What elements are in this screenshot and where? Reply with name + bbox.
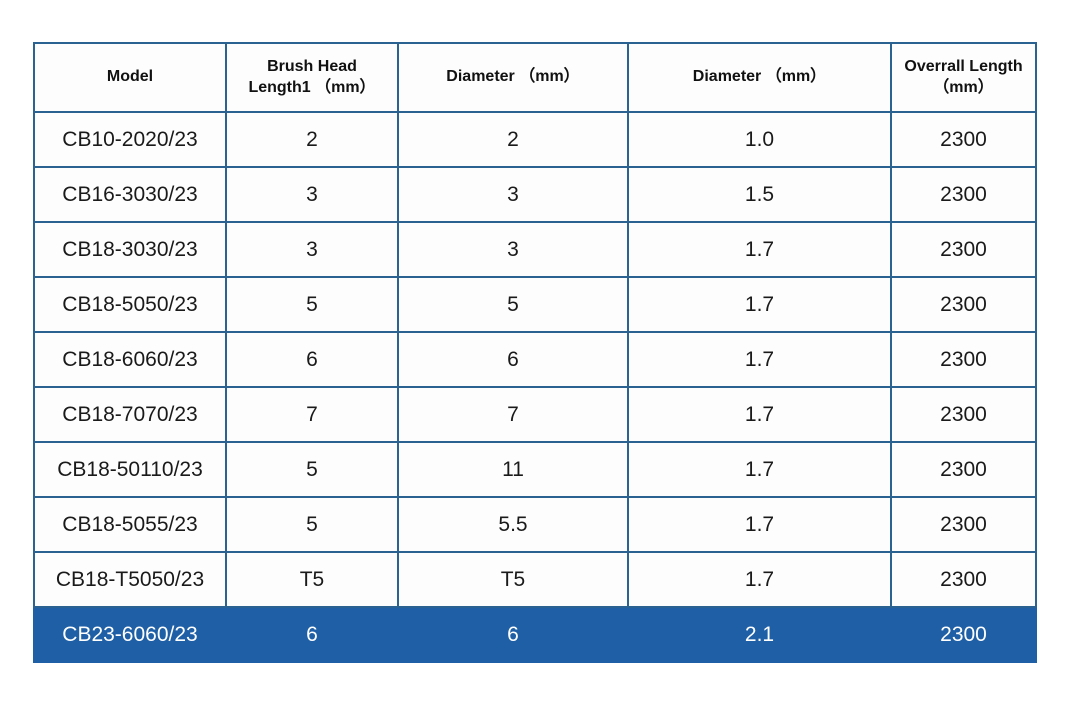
cell-diameter1: 2 xyxy=(397,111,629,168)
column-header-diameter-1: Diameter （mm） xyxy=(397,42,629,113)
table-row: CB18-5050/23 5 5 1.7 2300 xyxy=(33,276,1037,333)
table-row: CB18-7070/23 7 7 1.7 2300 xyxy=(33,386,1037,443)
table-row: CB16-3030/23 3 3 1.5 2300 xyxy=(33,166,1037,223)
cell-brush-head-length1: 5 xyxy=(225,441,399,498)
cell-diameter2: 1.0 xyxy=(627,111,892,168)
cell-diameter1: 3 xyxy=(397,221,629,278)
table-row: CB18-5055/23 5 5.5 1.7 2300 xyxy=(33,496,1037,553)
cell-model: CB16-3030/23 xyxy=(33,166,227,223)
spec-table-body: CB10-2020/23 2 2 1.0 2300 CB16-3030/23 3 3 1.5 23… xyxy=(33,111,1037,663)
cell-overall-length: 2300 xyxy=(890,386,1037,443)
cell-overall-length: 2300 xyxy=(890,221,1037,278)
cell-brush-head-length1: 6 xyxy=(225,606,399,663)
cell-diameter2: 2.1 xyxy=(627,606,892,663)
cell-diameter1: 3 xyxy=(397,166,629,223)
cell-model: CB23-6060/23 xyxy=(33,606,227,663)
table-row-highlighted: CB23-6060/23 6 6 2.1 2300 xyxy=(33,606,1037,663)
cell-diameter1: 5 xyxy=(397,276,629,333)
cell-diameter2: 1.7 xyxy=(627,386,892,443)
cell-diameter1: 6 xyxy=(397,331,629,388)
cell-diameter1: 5.5 xyxy=(397,496,629,553)
cell-diameter2: 1.7 xyxy=(627,441,892,498)
cell-model: CB18-6060/23 xyxy=(33,331,227,388)
cell-brush-head-length1: 7 xyxy=(225,386,399,443)
cell-diameter2: 1.7 xyxy=(627,276,892,333)
cell-brush-head-length1: 3 xyxy=(225,221,399,278)
cell-brush-head-length1: 6 xyxy=(225,331,399,388)
cell-diameter2: 1.7 xyxy=(627,221,892,278)
cell-diameter1: 11 xyxy=(397,441,629,498)
cell-model: CB18-5055/23 xyxy=(33,496,227,553)
cell-diameter1: T5 xyxy=(397,551,629,608)
cell-model: CB18-5050/23 xyxy=(33,276,227,333)
spec-table-header: Model Brush Head Length1 （mm） Diameter （… xyxy=(33,42,1037,113)
cell-model: CB18-T5050/23 xyxy=(33,551,227,608)
cell-model: CB18-3030/23 xyxy=(33,221,227,278)
cell-model: CB10-2020/23 xyxy=(33,111,227,168)
column-header-model: Model xyxy=(33,42,227,113)
cell-overall-length: 2300 xyxy=(890,441,1037,498)
cell-overall-length: 2300 xyxy=(890,111,1037,168)
cell-diameter1: 6 xyxy=(397,606,629,663)
cell-diameter2: 1.7 xyxy=(627,496,892,553)
table-row: CB18-50110/23 5 11 1.7 2300 xyxy=(33,441,1037,498)
spec-table: Model Brush Head Length1 （mm） Diameter （… xyxy=(33,42,1037,663)
cell-brush-head-length1: 2 xyxy=(225,111,399,168)
table-row: CB10-2020/23 2 2 1.0 2300 xyxy=(33,111,1037,168)
table-row: CB18-3030/23 3 3 1.7 2300 xyxy=(33,221,1037,278)
cell-brush-head-length1: 5 xyxy=(225,276,399,333)
table-row: CB18-6060/23 6 6 1.7 2300 xyxy=(33,331,1037,388)
cell-diameter2: 1.7 xyxy=(627,331,892,388)
table-row: CB18-T5050/23 T5 T5 1.7 2300 xyxy=(33,551,1037,608)
column-header-overall-length: Overrall Length （mm） xyxy=(890,42,1037,113)
cell-overall-length: 2300 xyxy=(890,551,1037,608)
cell-overall-length: 2300 xyxy=(890,166,1037,223)
cell-model: CB18-7070/23 xyxy=(33,386,227,443)
cell-model: CB18-50110/23 xyxy=(33,441,227,498)
cell-diameter1: 7 xyxy=(397,386,629,443)
cell-overall-length: 2300 xyxy=(890,496,1037,553)
cell-overall-length: 2300 xyxy=(890,276,1037,333)
cell-diameter2: 1.7 xyxy=(627,551,892,608)
column-header-diameter-2: Diameter （mm） xyxy=(627,42,892,113)
cell-brush-head-length1: 5 xyxy=(225,496,399,553)
cell-overall-length: 2300 xyxy=(890,606,1037,663)
header-row: Model Brush Head Length1 （mm） Diameter （… xyxy=(33,42,1037,113)
column-header-brush-head-length1: Brush Head Length1 （mm） xyxy=(225,42,399,113)
cell-brush-head-length1: T5 xyxy=(225,551,399,608)
cell-diameter2: 1.5 xyxy=(627,166,892,223)
cell-brush-head-length1: 3 xyxy=(225,166,399,223)
cell-overall-length: 2300 xyxy=(890,331,1037,388)
